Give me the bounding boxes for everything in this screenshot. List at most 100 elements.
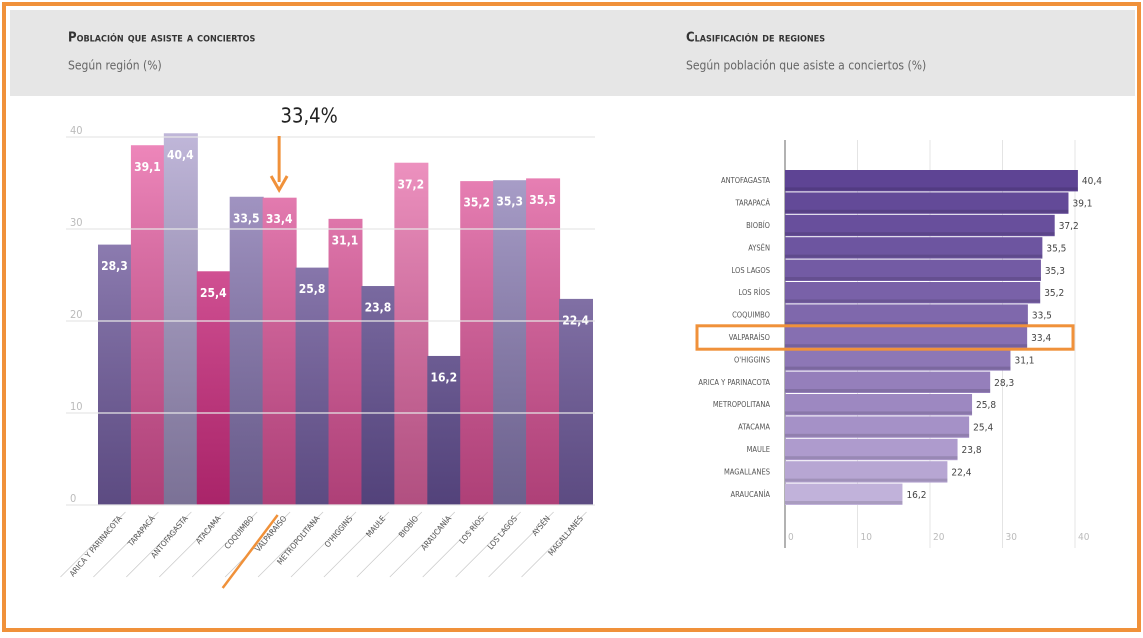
- header-band: [10, 10, 1135, 96]
- bar: [785, 461, 948, 483]
- bar: [785, 483, 903, 505]
- label-leader: [60, 511, 126, 578]
- bar-stripe: [785, 344, 1028, 348]
- bar-stripe: [785, 501, 903, 504]
- bar: [785, 237, 1043, 259]
- value-label: 39,1: [1072, 199, 1092, 210]
- category-label: MAGALLANES: [724, 467, 770, 476]
- bar: [785, 438, 958, 461]
- chart-subtitle: Según región (%): [68, 59, 162, 73]
- value-label: 23,8: [365, 301, 392, 315]
- bar-shade: [328, 218, 363, 505]
- label-leader: [521, 511, 587, 578]
- value-label: 25,8: [976, 400, 996, 411]
- category-label: ARICA Y PARINACOTA: [698, 378, 770, 387]
- x-tick-label: 40: [1078, 532, 1090, 543]
- bar-stripe: [785, 389, 991, 392]
- bar-stripe: [785, 321, 1028, 325]
- bar: [785, 304, 1028, 326]
- bar-shade: [262, 197, 297, 505]
- bar-shade: [559, 298, 593, 505]
- label-leader: [290, 511, 357, 578]
- bar-stripe: [785, 456, 958, 460]
- value-label: 35,3: [1045, 266, 1065, 277]
- category-label: ATACAMA: [738, 423, 770, 432]
- bar-stripe: [785, 232, 1055, 236]
- category-label: MAULE: [747, 445, 770, 454]
- value-label: 22,4: [951, 467, 971, 478]
- label-leader: [356, 511, 423, 578]
- category-label: ANTOFAGASTA: [721, 176, 770, 185]
- category-label: O'HIGGINS: [734, 355, 770, 364]
- label-leader: [93, 511, 159, 578]
- y-tick-label: 0: [70, 492, 76, 505]
- bar-stripe: [785, 254, 1043, 258]
- bar-shade: [394, 162, 429, 505]
- bar: [785, 259, 1041, 281]
- highlight-underline: [221, 514, 279, 589]
- bar-stripe: [785, 187, 1078, 191]
- category-label: BIOBÍO: [746, 221, 770, 230]
- chart-subtitle: Según población que asiste a conciertos …: [686, 59, 926, 73]
- value-label: 23,8: [962, 445, 982, 456]
- value-label: 40,4: [1082, 176, 1102, 187]
- bar-shade: [361, 286, 396, 505]
- value-label: 16,2: [430, 370, 457, 384]
- x-tick-label: 20: [933, 532, 945, 543]
- bar-stripe: [785, 209, 1069, 213]
- value-label: 37,2: [398, 177, 425, 191]
- bar-shade: [196, 271, 231, 505]
- category-label: LOS RÍOS: [739, 288, 771, 297]
- bar-stripe: [785, 366, 1011, 370]
- chart-title: Clasificación de regiones: [686, 31, 825, 46]
- value-label: 28,3: [101, 259, 128, 273]
- category-label: TARAPACÁ: [734, 199, 770, 208]
- bar-stripe: [785, 299, 1041, 303]
- x-tick-label: 0: [788, 532, 794, 543]
- category-label: METROPOLITANA: [713, 400, 771, 409]
- label-leader: [191, 511, 258, 578]
- bar-shade: [295, 267, 330, 505]
- bar-shade: [98, 244, 132, 505]
- value-label: 31,1: [332, 233, 359, 247]
- category-label: LOS LAGOS: [732, 266, 770, 275]
- bar: [785, 170, 1078, 192]
- label-leader: [224, 511, 291, 578]
- value-label: 39,1: [134, 160, 161, 174]
- value-label: 25,8: [299, 282, 326, 296]
- label-leader: [389, 511, 456, 578]
- y-tick-label: 40: [70, 124, 83, 137]
- bar: [785, 192, 1069, 214]
- label-leader: [257, 511, 324, 578]
- value-label: 33,5: [1032, 311, 1052, 322]
- category-label: AYSÉN: [748, 243, 770, 252]
- bar-shade: [130, 145, 165, 505]
- bar: [785, 349, 1011, 371]
- bar: [785, 326, 1028, 349]
- value-label: 35,2: [1044, 288, 1064, 299]
- chart-title: Población que asiste a conciertos: [68, 31, 256, 46]
- value-label: 35,3: [496, 195, 523, 209]
- value-label: 25,4: [200, 286, 227, 300]
- label-leader: [455, 511, 521, 578]
- value-label: 33,4: [1031, 333, 1051, 344]
- bar: [785, 416, 970, 438]
- value-label: 33,4: [266, 212, 293, 226]
- value-label: 35,5: [529, 193, 556, 207]
- bar-shade: [526, 178, 561, 505]
- bar-shade: [229, 196, 264, 506]
- label-leader: [158, 511, 225, 578]
- bar-stripe: [785, 277, 1041, 280]
- value-label: 37,2: [1059, 221, 1079, 232]
- category-label: ARAUCANÍA: [730, 490, 770, 499]
- bar: [785, 214, 1055, 237]
- value-label: 25,4: [973, 423, 993, 434]
- y-tick-label: 10: [70, 400, 83, 413]
- value-label: 33,5: [233, 211, 260, 225]
- annotation: 33,4%: [281, 104, 338, 128]
- y-tick-label: 30: [70, 216, 83, 229]
- bar-shade: [493, 180, 528, 506]
- bar-stripe: [785, 433, 970, 437]
